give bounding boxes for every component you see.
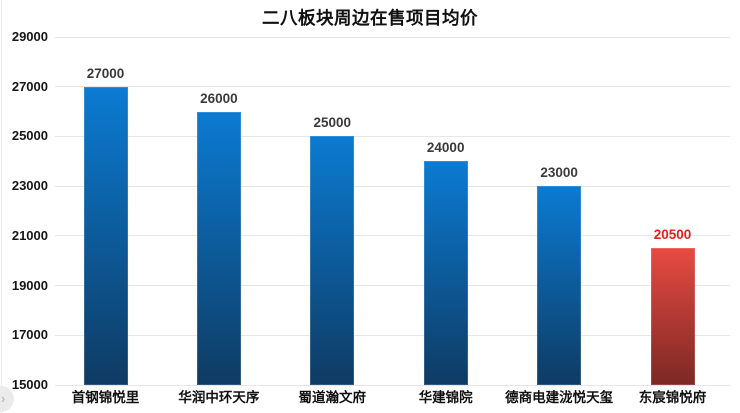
gridline-29000 (55, 36, 730, 38)
x-axis-category-label: 蜀道瀚文府 (298, 390, 367, 405)
bar-value-label: 27000 (86, 65, 125, 81)
x-axis-category-label: 华润中环天序 (178, 390, 260, 405)
gridline-15000 (55, 384, 730, 386)
y-axis-tick-label: 19000 (11, 277, 48, 293)
chart-title: 二八板块周边在售项目均价 (262, 8, 478, 28)
y-axis-tick-label: 15000 (11, 377, 48, 392)
left-edge-divider (1, 0, 2, 413)
bar-value-label: 25000 (313, 115, 352, 131)
y-axis-tick-label: 23000 (11, 178, 48, 194)
gridline-27000 (55, 86, 730, 88)
bar-1[interactable] (83, 86, 128, 385)
x-axis-category-label: 首钢锦悦里 (71, 390, 140, 405)
y-axis-tick-label: 27000 (11, 78, 48, 94)
bar-5[interactable] (537, 186, 582, 385)
bar-2[interactable] (196, 111, 241, 385)
y-axis-tick-label: 25000 (11, 128, 48, 144)
y-axis-tick-label: 21000 (11, 227, 48, 243)
bar-value-label: 26000 (200, 90, 238, 106)
chevron-right-icon: › (1, 391, 6, 406)
bar-4[interactable] (423, 161, 468, 385)
y-axis-tick-label: 29000 (11, 29, 48, 44)
bar-6[interactable] (650, 248, 695, 385)
bar-value-label: 20500 (653, 227, 692, 243)
gridline-17000 (55, 334, 730, 336)
gridline-25000 (55, 135, 730, 137)
x-axis-category-label: 华建锦院 (418, 390, 473, 405)
bar-value-label: 24000 (426, 140, 465, 156)
pane-toggle-button[interactable]: › (0, 386, 14, 412)
x-axis-category-label: 东宸锦悦府 (638, 390, 707, 405)
y-axis-tick-label: 17000 (11, 327, 48, 343)
gridline-19000 (55, 285, 730, 287)
bar-3[interactable] (310, 136, 355, 385)
bar-value-label: 23000 (540, 165, 578, 181)
gridline-23000 (55, 185, 730, 187)
x-axis-category-label: 德商电建泷悦天玺 (505, 390, 614, 405)
gridline-21000 (55, 235, 730, 237)
